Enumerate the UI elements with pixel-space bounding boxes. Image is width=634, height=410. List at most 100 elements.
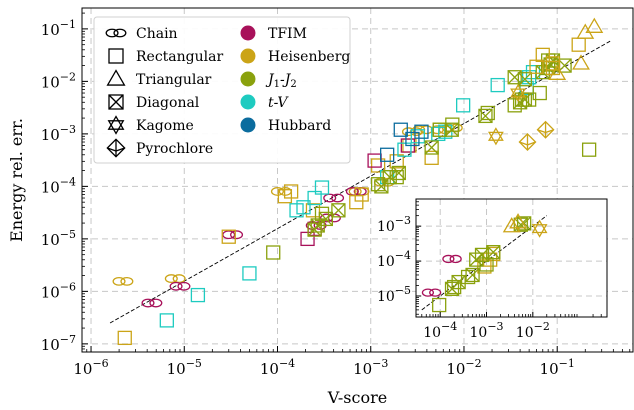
data-point <box>141 298 163 308</box>
data-point <box>296 200 311 215</box>
x-tick-label: 10−6 <box>73 357 108 378</box>
legend-kagome-icon <box>107 115 125 135</box>
axis-ticks: 10−6 10−5 10−4 10−3 10−2 10−110−710−610−510−4… <box>41 12 631 378</box>
data-point <box>222 230 244 240</box>
inset-y-tick-label: 10−3 <box>377 214 411 235</box>
data-point <box>410 129 425 144</box>
x-tick-label: 10−4 <box>260 357 295 378</box>
y-tick-label: 10−5 <box>41 228 76 249</box>
x-tick-label: 10−1 <box>540 357 575 378</box>
plot-frame <box>81 7 634 353</box>
legend-box <box>93 16 351 164</box>
data-point <box>117 330 132 346</box>
data-point <box>169 281 191 291</box>
legend-chain-icon <box>105 28 127 38</box>
legend-square-icon <box>108 48 124 64</box>
data-point <box>159 313 174 328</box>
data-point <box>490 77 505 93</box>
inset-y-tick-label: 10−4 <box>377 249 411 270</box>
x-axis-title: V-score <box>327 388 387 407</box>
data-point <box>478 108 493 124</box>
data-point <box>314 180 330 195</box>
x-tick-label: 10−2 <box>446 357 481 378</box>
data-point <box>507 98 522 113</box>
data-point <box>307 190 322 206</box>
data-point <box>266 245 281 260</box>
data-point <box>572 54 590 70</box>
data-point <box>585 17 604 33</box>
inset-x-tick-label: 10−4 <box>423 320 457 341</box>
data-point <box>571 37 586 52</box>
legend-color-dot <box>240 71 256 87</box>
data-point <box>507 70 522 85</box>
inset-data-point <box>442 254 462 264</box>
legend-shape-label: Pyrochlore <box>136 141 213 157</box>
legend-shape-label: Rectangular <box>136 49 223 65</box>
inset-x-tick-label: 10−3 <box>469 320 503 341</box>
legend-model-label: t-V <box>268 95 289 111</box>
legend-shape-label: Diagonal <box>136 95 200 111</box>
data-point <box>487 127 504 146</box>
inset-x-tick-label: 10−2 <box>516 320 550 341</box>
inset-frame <box>415 198 608 318</box>
data-point <box>532 85 547 101</box>
inset-data-point <box>502 217 521 233</box>
y-axis-title: Energy rel. err. <box>7 118 26 242</box>
data-point <box>354 187 369 202</box>
data-points <box>112 17 604 346</box>
y-tick-label: 10−4 <box>41 175 76 196</box>
legend-model-label: Hubbard <box>268 118 331 134</box>
data-point <box>576 23 595 39</box>
data-point <box>405 131 420 147</box>
data-point <box>112 276 134 286</box>
data-point <box>221 229 236 244</box>
inset-data-point <box>483 252 498 267</box>
data-point <box>480 105 495 121</box>
data-point <box>331 203 346 218</box>
data-point <box>370 158 386 173</box>
x-tick-label: 10−3 <box>353 357 388 378</box>
data-point <box>323 193 345 203</box>
data-point <box>283 184 299 199</box>
inset-data-point <box>451 274 466 290</box>
data-point <box>510 83 526 103</box>
data-point <box>380 147 395 162</box>
inset-data-point <box>421 288 442 297</box>
legend-shape-label: Triangular <box>136 72 212 88</box>
legend-color-dot <box>240 117 256 133</box>
inset-chart: 10−4 10−3 10−2 10−5 10−4 10−3 <box>377 198 608 341</box>
y-tick-label: 10−6 <box>41 280 76 301</box>
data-point <box>581 142 597 157</box>
x-tick-label: 10−5 <box>167 357 202 378</box>
data-point <box>164 274 186 284</box>
data-point <box>367 153 382 168</box>
data-point <box>548 64 567 80</box>
data-point <box>414 124 429 139</box>
data-point <box>545 56 561 71</box>
data-point <box>349 195 364 210</box>
data-point <box>518 133 537 151</box>
legend-model-label: TFIM <box>268 26 307 42</box>
legend-model-label: J1-J2 <box>265 72 297 90</box>
inset-data-point <box>469 252 484 267</box>
legend-shape-label: Chain <box>136 26 178 42</box>
legend-model-label: Heisenberg <box>268 49 350 65</box>
legend-triangle-icon <box>106 69 126 86</box>
data-point <box>456 98 471 113</box>
data-point <box>536 120 555 139</box>
data-point <box>444 122 459 137</box>
data-point <box>424 150 439 165</box>
data-point <box>270 187 292 196</box>
data-point <box>382 169 397 185</box>
legend: Chain Rectangular Triangular Diagonal Kagome… <box>93 16 351 164</box>
inset-background <box>416 199 607 317</box>
data-point <box>424 140 439 155</box>
data-point <box>397 142 412 157</box>
inset-data-point <box>486 245 501 260</box>
legend-color-dot <box>240 94 256 110</box>
legend-pyrochlore-icon <box>106 138 126 158</box>
inset-y-tick-label: 10−5 <box>377 284 411 305</box>
legend-diagonal-icon <box>108 94 124 110</box>
data-point <box>190 287 206 303</box>
